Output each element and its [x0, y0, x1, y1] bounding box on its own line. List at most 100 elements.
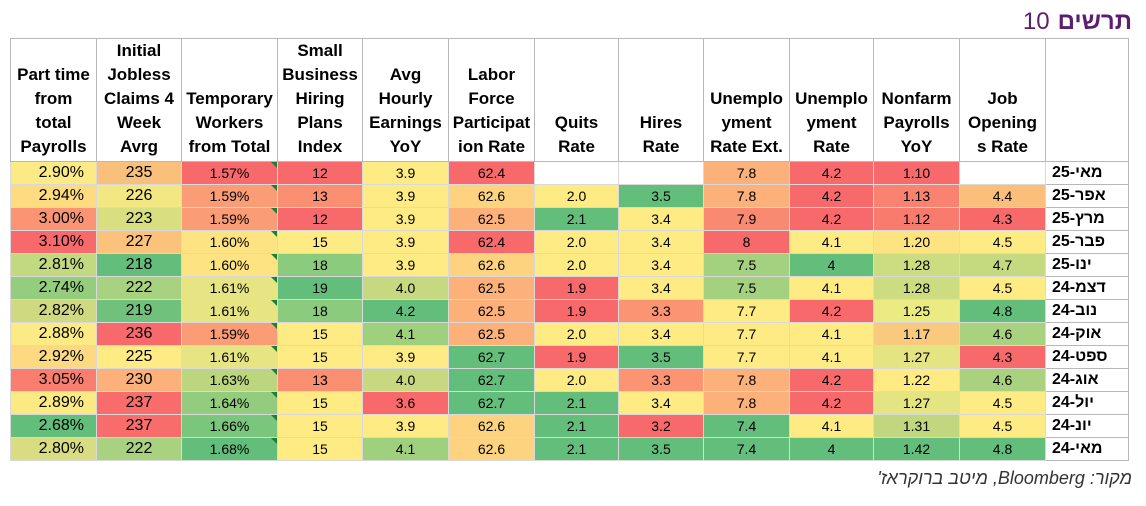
source-note: מקור: Bloomberg, מיטב ברוקראז' [877, 468, 1132, 488]
heat-cell: 4.2 [789, 184, 874, 208]
column-header-line: s Rate [976, 137, 1029, 156]
column-header-line: from Total [188, 137, 271, 156]
column-header-line: Unemplo [795, 89, 868, 108]
heat-cell: 1.31 [873, 414, 960, 438]
heat-cell: 1.9 [534, 299, 619, 323]
heat-cell: 3.9 [362, 184, 449, 208]
column-header-line: Initial [116, 41, 162, 60]
table-row: 2.89% 237 1.64% 15 3.6 62.7 2.1 3.4 7.8 4.2 1.27 4.… [10, 391, 1129, 415]
column-header-line: Claims 4 [104, 89, 174, 108]
heat-cell: 3.5 [618, 345, 704, 369]
heat-cell: 2.1 [534, 437, 619, 461]
column-header: Quits Rate [534, 38, 619, 162]
column-header-line: Nonfarm [881, 89, 952, 108]
heat-cell: 13 [277, 184, 363, 208]
heat-cell: 1.28 [873, 276, 960, 300]
row-label: ספט-24 [1045, 345, 1129, 369]
row-label: מאי-24 [1045, 437, 1129, 461]
heat-cell: 7.9 [703, 207, 790, 231]
heat-cell: 3.4 [618, 207, 704, 231]
heat-cell: 1.61% [181, 299, 278, 323]
column-header-line: Business [282, 65, 358, 84]
column-header-line: Temporary [186, 89, 273, 108]
heat-cell: 19 [277, 276, 363, 300]
table-row: 2.74% 222 1.61% 19 4.0 62.5 1.9 3.4 7.5 4.1 1.28 4.… [10, 276, 1129, 300]
heat-cell: 13 [277, 368, 363, 392]
heat-cell: 218 [96, 253, 182, 277]
heat-cell: 4.7 [959, 253, 1046, 277]
row-label: פבר-25 [1045, 230, 1129, 254]
heat-cell: 1.20 [873, 230, 960, 254]
heatmap-table: Part time from total Payrolls Initial Jobless… [10, 38, 1129, 461]
row-label: מאי-25 [1045, 161, 1129, 185]
heat-cell: 222 [96, 437, 182, 461]
column-header-line: Week [116, 113, 162, 132]
heat-cell: 7.8 [703, 184, 790, 208]
header-row: Part time from total Payrolls Initial Jobless… [10, 38, 1129, 162]
row-label: ינו-25 [1045, 253, 1129, 277]
heat-cell: 1.28 [873, 253, 960, 277]
column-header-line: Part time [17, 65, 90, 84]
heat-cell: 237 [96, 414, 182, 438]
heat-cell: 1.63% [181, 368, 278, 392]
heat-cell: 62.4 [448, 230, 535, 254]
heat-cell: 1.60% [181, 230, 278, 254]
heat-cell: 4.8 [959, 437, 1046, 461]
heat-cell: 1.64% [181, 391, 278, 415]
heat-cell: 3.3 [618, 299, 704, 323]
heat-cell: 237 [96, 391, 182, 415]
row-label: דצמ-24 [1045, 276, 1129, 300]
column-header: Temporary Workers from Total [181, 38, 278, 162]
row-label: מרץ-25 [1045, 207, 1129, 231]
heat-cell: 1.27 [873, 391, 960, 415]
heat-cell: 2.0 [534, 230, 619, 254]
heat-cell: 4.2 [789, 207, 874, 231]
column-header: Unemplo yment Rate Ext. [703, 38, 790, 162]
column-header-line: Avrg [119, 137, 159, 156]
heat-cell: 1.25 [873, 299, 960, 323]
heat-cell: 223 [96, 207, 182, 231]
heat-cell: 4.3 [959, 345, 1046, 369]
heat-cell: 3.9 [362, 253, 449, 277]
heat-cell: 7.4 [703, 414, 790, 438]
heat-cell: 7.8 [703, 391, 790, 415]
heat-cell: 4.2 [789, 368, 874, 392]
column-header-line: Quits [554, 113, 599, 132]
heat-cell: 225 [96, 345, 182, 369]
column-header-line: Rate [813, 137, 850, 156]
heat-cell: 3.4 [618, 322, 704, 346]
heat-cell: 7.5 [703, 276, 790, 300]
table-row: 2.80% 222 1.68% 15 4.1 62.6 2.1 3.5 7.4 4 1.42 4.8 מ… [10, 437, 1129, 461]
heat-cell: 62.4 [448, 161, 535, 185]
heat-cell: 1.13 [873, 184, 960, 208]
heat-cell: 62.5 [448, 299, 535, 323]
heat-cell: 3.4 [618, 230, 704, 254]
table-row: 2.81% 218 1.60% 18 3.9 62.6 2.0 3.4 7.5 4 1.28 4.7 י… [10, 253, 1129, 277]
table-row: 2.94% 226 1.59% 13 3.9 62.6 2.0 3.5 7.8 4.2 1.13 4.… [10, 184, 1129, 208]
heat-cell: 3.00% [10, 207, 97, 231]
column-header-line: total [35, 113, 72, 132]
heat-cell: 15 [277, 414, 363, 438]
heat-cell: 2.0 [534, 322, 619, 346]
heat-cell: 7.8 [703, 161, 790, 185]
heat-cell: 227 [96, 230, 182, 254]
heat-cell: 4.4 [959, 184, 1046, 208]
heat-cell: 2.92% [10, 345, 97, 369]
table-row: 2.90% 235 1.57% 12 3.9 62.4 7.8 4.2 1.10 מאי-25 [10, 161, 1129, 185]
heat-cell: 3.4 [618, 253, 704, 277]
heat-cell: 4.2 [789, 161, 874, 185]
table-row: 2.82% 219 1.61% 18 4.2 62.5 1.9 3.3 7.7 4.2 1.25 4.… [10, 299, 1129, 323]
heat-cell: 2.88% [10, 322, 97, 346]
column-header: Initial Jobless Claims 4 Week Avrg [96, 38, 182, 162]
heat-cell: 12 [277, 161, 363, 185]
table-row: 3.10% 227 1.60% 15 3.9 62.4 2.0 3.4 8 4.1 1.20 4.5 פ… [10, 230, 1129, 254]
column-header-line: Job [987, 89, 1018, 108]
row-label: יונ-24 [1045, 414, 1129, 438]
column-header-line: Hiring [295, 89, 345, 108]
heat-cell [959, 161, 1046, 185]
column-header-line: Payrolls [20, 137, 87, 156]
heat-cell: 3.3 [618, 368, 704, 392]
heat-cell: 4.6 [959, 368, 1046, 392]
heat-cell: 62.6 [448, 414, 535, 438]
table-body: 2.90% 235 1.57% 12 3.9 62.4 7.8 4.2 1.10 מאי-25 2.… [10, 161, 1129, 461]
